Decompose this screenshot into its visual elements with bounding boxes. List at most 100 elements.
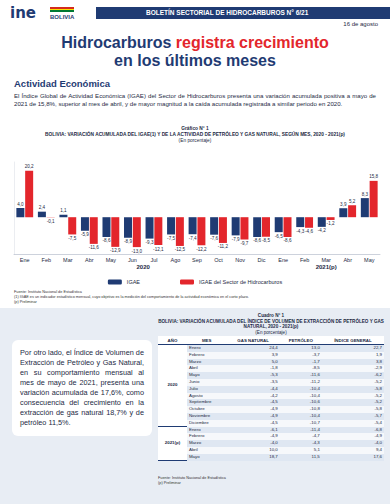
svg-text:-8,6: -8,6 bbox=[103, 238, 111, 243]
html-text:2020: 2020 bbox=[167, 382, 178, 388]
svg-text:2,4: 2,4 bbox=[39, 205, 46, 210]
svg-text:-8,6: -8,6 bbox=[284, 238, 292, 243]
svg-text:IGAE del Sector de Hidrocarbur: IGAE del Sector de Hidrocarburos bbox=[199, 279, 282, 285]
html-text:Por otro lado, el Índice de Vo: Por otro lado, el Índice de Volumen de E… bbox=[20, 348, 144, 427]
html-text:ÍNDICE GENERAL: ÍNDICE GENERAL bbox=[334, 337, 372, 343]
svg-text:-12,5: -12,5 bbox=[175, 247, 186, 252]
html-text:-8,5: -8,5 bbox=[312, 365, 320, 371]
html-text:-10,4: -10,4 bbox=[309, 392, 320, 398]
svg-text:-8,9: -8,9 bbox=[124, 239, 132, 244]
svg-text:-8,5: -8,5 bbox=[262, 238, 270, 243]
html-text:-11,6: -11,6 bbox=[310, 372, 320, 378]
svg-text:-4,2: -4,2 bbox=[318, 228, 326, 233]
svg-text:Ago: Ago bbox=[171, 257, 181, 263]
svg-text:15,8: 15,8 bbox=[369, 174, 378, 179]
svg-text:8,3: 8,3 bbox=[362, 192, 369, 197]
html-text:-4,2: -4,2 bbox=[270, 392, 278, 398]
html-text:Mayo: Mayo bbox=[189, 372, 200, 378]
svg-text:Mar: Mar bbox=[63, 257, 73, 263]
html-text:-5,2: -5,2 bbox=[374, 392, 382, 398]
html-text:5,0: 5,0 bbox=[271, 358, 278, 364]
svg-text:Abr: Abr bbox=[343, 257, 352, 263]
svg-text:Abr: Abr bbox=[85, 257, 94, 263]
html-text:BOLIVIA: BOLIVIA bbox=[50, 14, 75, 20]
html-text:-5,8: -5,8 bbox=[374, 385, 382, 391]
html-text:Septiembre: Septiembre bbox=[189, 399, 212, 405]
svg-text:-6,5: -6,5 bbox=[275, 234, 283, 239]
svg-text:-13,0: -13,0 bbox=[132, 249, 143, 254]
html-text:-5,2: -5,2 bbox=[374, 399, 382, 405]
svg-text:Dic: Dic bbox=[258, 257, 266, 263]
html-text:Marzo: Marzo bbox=[189, 358, 202, 364]
html-text:PETRÓLEO: PETRÓLEO bbox=[288, 337, 313, 343]
svg-text:5,2: 5,2 bbox=[349, 199, 356, 204]
html-text:(En porcentaje): (En porcentaje) bbox=[255, 329, 287, 335]
html-text:-2,9: -2,9 bbox=[374, 365, 382, 371]
svg-text:-9,7: -9,7 bbox=[240, 241, 248, 246]
svg-text:-8,6: -8,6 bbox=[253, 238, 261, 243]
html-text:en los últimos meses: en los últimos meses bbox=[114, 52, 276, 69]
html-text:-3,7: -3,7 bbox=[312, 351, 320, 357]
svg-text:-7,9: -7,9 bbox=[232, 237, 240, 242]
html-text:AÑO: AÑO bbox=[167, 337, 178, 343]
html-text:BOLETÍN SECTORIAL DE HIDROCARB: BOLETÍN SECTORIAL DE HIDROCARBUROS N° 6/… bbox=[146, 9, 309, 16]
svg-text:-12,9: -12,9 bbox=[110, 248, 121, 253]
html-text:16 de agosto: 16 de agosto bbox=[343, 21, 378, 27]
html-text:Actividad Económica: Actividad Económica bbox=[14, 78, 111, 89]
html-text:ine: ine bbox=[10, 4, 36, 22]
svg-text:1,1: 1,1 bbox=[60, 208, 67, 213]
html-text:-1,8: -1,8 bbox=[270, 365, 278, 371]
svg-text:-5,9: -5,9 bbox=[81, 232, 89, 237]
svg-text:Mar: Mar bbox=[321, 257, 331, 263]
svg-text:-12,2: -12,2 bbox=[196, 247, 207, 252]
svg-text:4,0: 4,0 bbox=[17, 202, 24, 207]
svg-text:2020: 2020 bbox=[136, 264, 150, 270]
svg-text:-0,1: -0,1 bbox=[47, 219, 55, 224]
html-text:Abril: Abril bbox=[189, 365, 198, 371]
html-text:3,9: 3,9 bbox=[271, 351, 278, 357]
svg-text:Oct: Oct bbox=[214, 257, 223, 263]
svg-text:-4,6: -4,6 bbox=[305, 229, 313, 234]
html-text:-4,4: -4,4 bbox=[270, 385, 278, 391]
html-text:Febrero: Febrero bbox=[189, 351, 205, 357]
svg-text:2021(p): 2021(p) bbox=[316, 264, 337, 270]
svg-text:-7,5: -7,5 bbox=[167, 236, 175, 241]
html-text:-10,4: -10,4 bbox=[309, 385, 320, 391]
html-text:-6,2: -6,2 bbox=[374, 372, 382, 378]
svg-text:-7,4: -7,4 bbox=[189, 236, 197, 241]
svg-text:Jul: Jul bbox=[150, 257, 157, 263]
svg-text:Sep: Sep bbox=[192, 257, 202, 263]
svg-text:20,2: 20,2 bbox=[25, 164, 34, 169]
html-text:3,8: 3,8 bbox=[375, 358, 382, 364]
html-text:MES: MES bbox=[202, 337, 212, 343]
html-text:BOLIVIA: VARIACIÓN ACUMULADA D: BOLIVIA: VARIACIÓN ACUMULADA DEL ÍNDICE … bbox=[158, 318, 384, 330]
html-text:Agosto: Agosto bbox=[189, 392, 203, 398]
svg-text:May: May bbox=[364, 257, 375, 263]
svg-text:3,9: 3,9 bbox=[340, 202, 347, 207]
html-text:-4,5: -4,5 bbox=[270, 399, 278, 405]
svg-text:-1,2: -1,2 bbox=[327, 221, 335, 226]
html-text:Hidrocarburos registra crecimi: Hidrocarburos registra crecimiento bbox=[61, 34, 329, 51]
svg-text:-7,6: -7,6 bbox=[210, 236, 218, 241]
svg-text:-9,3: -9,3 bbox=[146, 240, 154, 245]
svg-text:Nov: Nov bbox=[235, 257, 245, 263]
svg-text:Ene: Ene bbox=[20, 257, 30, 263]
svg-text:Feb: Feb bbox=[300, 257, 309, 263]
html-text:1,9: 1,9 bbox=[375, 351, 382, 357]
html-text:GAS NATURAL: GAS NATURAL bbox=[237, 337, 269, 343]
svg-text:-7,5: -7,5 bbox=[68, 236, 76, 241]
html-text:-1,7: -1,7 bbox=[312, 358, 320, 364]
html-text:-10,6: -10,6 bbox=[309, 399, 320, 405]
svg-text:-11,6: -11,6 bbox=[89, 245, 100, 250]
svg-text:-4,3: -4,3 bbox=[296, 229, 304, 234]
svg-text:Feb: Feb bbox=[42, 257, 51, 263]
svg-text:Jun: Jun bbox=[128, 257, 137, 263]
svg-text:May: May bbox=[106, 257, 117, 263]
svg-text:Ene: Ene bbox=[278, 257, 288, 263]
html-text:El Índice Global de Actividad: El Índice Global de Actividad Económica … bbox=[14, 92, 376, 108]
html-text:Julio: Julio bbox=[189, 385, 198, 391]
svg-text:-11,2: -11,2 bbox=[218, 244, 229, 249]
html-text:-5,3: -5,3 bbox=[270, 372, 278, 378]
svg-text:-12,1: -12,1 bbox=[153, 247, 164, 252]
svg-text:IGAE: IGAE bbox=[127, 279, 140, 285]
